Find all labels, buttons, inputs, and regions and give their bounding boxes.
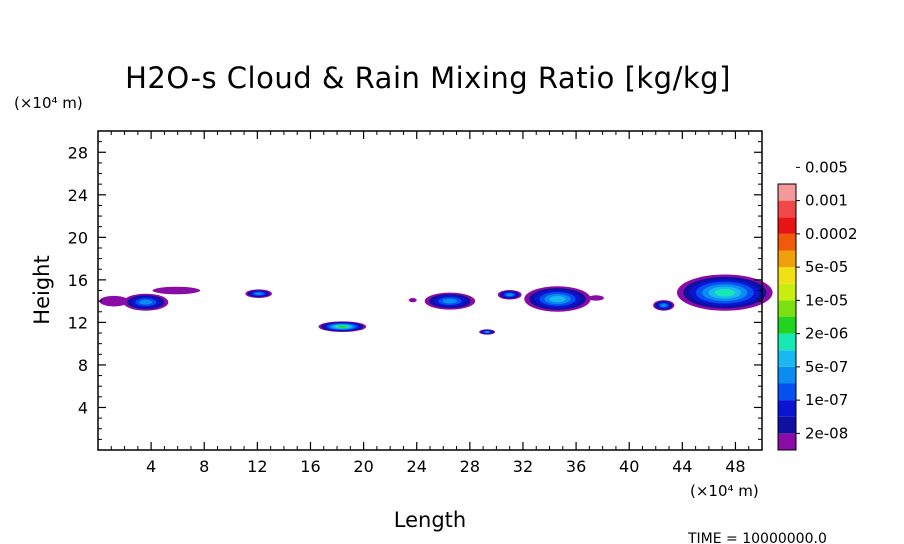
x-tick-label: 28 <box>460 457 480 476</box>
colorbar-swatch <box>778 333 796 351</box>
colorbar-label: 0.005 <box>805 158 848 176</box>
cloud-cell-g <box>424 292 476 310</box>
cloud-cell-e <box>318 321 367 332</box>
y-tick-label: 28 <box>68 143 88 162</box>
y-tick-label: 12 <box>68 313 88 332</box>
cloud-layer <box>337 325 347 328</box>
colorbar-swatch <box>778 366 796 384</box>
cloud-layer <box>506 293 514 297</box>
colorbar-swatch <box>778 433 796 450</box>
x-tick-label: 8 <box>199 457 209 476</box>
colorbar-swatch <box>778 283 796 301</box>
x-tick-label: 12 <box>247 457 267 476</box>
cloud-layer <box>484 330 490 333</box>
colorbar-swatch <box>778 233 796 251</box>
colorbar-swatch <box>778 317 796 334</box>
plot-cells <box>99 274 773 335</box>
cloud-cell-c <box>152 286 201 295</box>
cloud-cell-f <box>408 297 417 303</box>
colorbar-label: 0.001 <box>805 192 848 210</box>
x-tick-label: 24 <box>407 457 427 476</box>
cloud-cell-i <box>497 289 522 300</box>
y-tick-label: 16 <box>68 271 88 290</box>
colorbar-label: 5e-07 <box>805 358 848 376</box>
cloud-layer <box>714 288 735 297</box>
colorbar-label: 2e-06 <box>805 325 848 343</box>
x-axis-ticks: 4 8 12 16 20 24 28 32 36 40 44 48 <box>110 131 750 476</box>
colorbar-label: 1e-05 <box>805 291 848 309</box>
cloud-layer <box>152 286 201 295</box>
y-axis-label: Height <box>30 255 54 324</box>
colorbar-swatch <box>778 383 796 401</box>
colorbar-label: 2e-08 <box>805 424 848 442</box>
x-tick-label: 32 <box>513 457 533 476</box>
cloud-layer <box>254 292 263 295</box>
cloud-layer <box>139 299 153 305</box>
y-tick-label: 8 <box>78 356 88 375</box>
colorbar-swatch <box>778 250 796 268</box>
cloud-layer <box>549 295 566 303</box>
cloud-layer <box>99 295 129 307</box>
colorbar-swatch <box>778 184 796 201</box>
y-axis-ticks: 4 8 12 16 20 24 28 <box>68 141 762 440</box>
y-tick-label: 24 <box>68 186 88 205</box>
x-tick-label: 4 <box>146 457 156 476</box>
cloud-cell-l <box>653 300 675 311</box>
cloud-layer <box>660 303 667 307</box>
colorbar-swatch <box>778 300 796 317</box>
colorbar-swatch <box>778 267 796 284</box>
colorbar-swatch <box>778 217 796 234</box>
y-axis-unit: (×10⁴ m) <box>14 94 83 112</box>
x-tick-label: 36 <box>566 457 586 476</box>
y-tick-label: 4 <box>78 398 88 417</box>
time-label: TIME = 10000000.0 <box>687 531 827 544</box>
colorbar-label: 0.0002 <box>805 225 858 243</box>
colorbar-swatch <box>778 400 796 417</box>
colorbar-swatch <box>778 416 796 434</box>
colorbar-label: 1e-07 <box>805 391 848 409</box>
x-tick-label: 40 <box>619 457 639 476</box>
cloud-cell-d <box>245 289 272 298</box>
x-axis-unit: (×10⁴ m) <box>690 482 759 500</box>
cloud-layer <box>408 297 417 303</box>
colorbar-label: 5e-05 <box>805 258 848 276</box>
colorbar-swatch <box>778 200 796 218</box>
cloud-cell-k <box>588 295 604 301</box>
cloud-cell-a <box>99 295 129 307</box>
x-tick-label: 16 <box>300 457 320 476</box>
cloud-cell-b <box>123 293 169 311</box>
colorbar-frame <box>777 183 797 451</box>
x-tick-label: 20 <box>353 457 373 476</box>
colorbar-swatch <box>778 350 796 367</box>
x-axis-label: Length <box>394 508 466 532</box>
x-tick-label: 44 <box>672 457 692 476</box>
cloud-cell-h <box>479 329 496 335</box>
cloud-cell-j <box>524 286 591 312</box>
cloud-layer <box>442 298 458 304</box>
x-tick-label: 48 <box>725 457 745 476</box>
chart-title: H2O-s Cloud & Rain Mixing Ratio [kg/kg] <box>125 61 731 95</box>
cloud-cell-m <box>677 274 773 311</box>
colorbar: 2e-08 1e-07 5e-07 2e-06 1e-05 5e-05 0.0002 0.00… <box>777 158 858 451</box>
cloud-layer <box>588 295 604 301</box>
y-tick-label: 20 <box>68 228 88 247</box>
